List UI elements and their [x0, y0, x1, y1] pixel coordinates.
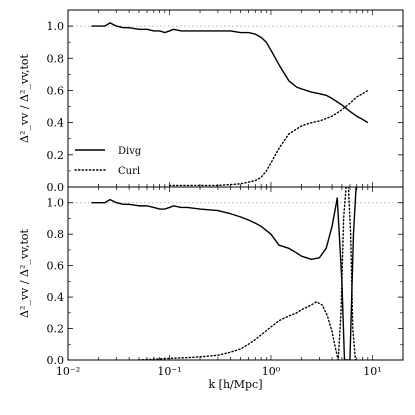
bottom-y-tick-label: 0.6 — [47, 260, 65, 273]
top-y-tick-label: 0.4 — [47, 117, 65, 130]
top-series-curl-line — [168, 89, 369, 187]
bottom-y-tick-label: 0.2 — [47, 323, 65, 336]
x-axis-label: k [h/Mpc] — [208, 378, 262, 391]
top-panel: 0.0 0.2 0.4 0.6 0.8 1.0 — [47, 9, 404, 194]
top-y-tick-label: 0.6 — [47, 84, 65, 97]
bottom-panel: 0.0 0.2 0.4 0.6 0.8 1.0 10⁻² 10⁻¹ 10⁰ 10¹ — [47, 186, 404, 378]
bottom-y-tick-label: 0.8 — [47, 228, 65, 241]
top-series-divg-line — [91, 22, 369, 124]
top-y-tick-label: 1.0 — [47, 20, 65, 33]
bottom-y-axis-label: Δ²_vv / Δ²_vv,tot — [18, 228, 31, 317]
bottom-y-tick-label: 0.4 — [47, 291, 65, 304]
x-tick-label: 10⁻¹ — [157, 365, 181, 378]
bottom-series-curl-line — [138, 187, 357, 360]
bottom-y-tick-label: 1.0 — [47, 197, 65, 210]
bottom-series-divg-line — [91, 187, 358, 360]
legend-curl-label: Curl — [118, 166, 140, 177]
x-tick-label: 10⁻² — [56, 365, 80, 378]
top-y-axis-label: Δ²_vv / Δ²_vv,tot — [18, 53, 31, 142]
legend: Divg Curl — [74, 146, 142, 177]
legend-divg-label: Divg — [118, 146, 142, 157]
x-tick-label: 10¹ — [363, 365, 381, 378]
top-y-tick-label: 0.0 — [47, 181, 65, 194]
bottom-y-tick-label: 0.0 — [47, 354, 65, 367]
top-y-tick-label: 0.8 — [47, 52, 65, 65]
bottom-plot-frame — [67, 186, 404, 361]
top-y-tick-label: 0.2 — [47, 149, 65, 162]
x-tick-label: 10⁰ — [262, 365, 281, 378]
top-plot-frame — [67, 9, 404, 188]
